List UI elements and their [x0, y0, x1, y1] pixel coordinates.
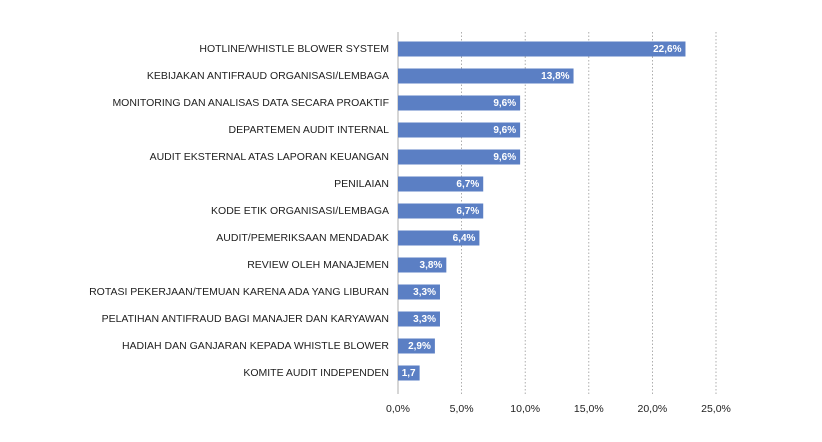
bar: [398, 257, 447, 273]
category-label: AUDIT EKSTERNAL ATAS LAPORAN KEUANGAN: [150, 151, 389, 163]
category-label: DEPARTEMEN AUDIT INTERNAL: [229, 124, 390, 136]
category-label: KODE ETIK ORGANISASI/LEMBAGA: [211, 205, 389, 217]
category-labels: HOTLINE/WHISTLE BLOWER SYSTEM KEBIJAKAN A…: [89, 43, 389, 379]
category-label: KEBIJAKAN ANTIFRAUD ORGANISASI/LEMBAGA: [147, 70, 389, 82]
data-label: 2,9%: [408, 341, 431, 352]
category-label: KOMITE AUDIT INDEPENDEN: [243, 367, 389, 379]
data-label: 9,6%: [493, 125, 516, 136]
data-label: 3,8%: [420, 260, 443, 271]
category-label: REVIEW OLEH MANAJEMEN: [247, 259, 389, 271]
category-label: AUDIT/PEMERIKSAAN MENDADAK: [216, 232, 389, 244]
bar: [398, 149, 521, 165]
data-label: 1,7: [402, 368, 416, 379]
data-label: 6,4%: [453, 233, 476, 244]
x-tick-label: 0,0%: [386, 403, 410, 415]
category-label: ROTASI PEKERJAAN/TEMUAN KARENA ADA YANG …: [89, 286, 389, 298]
data-label: 6,7%: [456, 179, 479, 190]
bar: [398, 338, 435, 354]
bar: [398, 230, 480, 246]
category-label: HADIAH DAN GANJARAN KEPADA WHISTLE BLOWE…: [122, 340, 389, 352]
bar: [398, 203, 484, 219]
x-tick-labels: 0,0% 5,0% 10,0% 15,0% 20,0% 25,0%: [386, 403, 731, 415]
x-tick-label: 20,0%: [638, 403, 668, 415]
bar: [398, 176, 484, 192]
category-label: HOTLINE/WHISTLE BLOWER SYSTEM: [199, 43, 389, 55]
data-label: 13,8%: [541, 71, 569, 82]
x-tick-label: 15,0%: [574, 403, 604, 415]
data-label: 3,3%: [413, 287, 436, 298]
bar: [398, 365, 420, 381]
bar: [398, 311, 440, 327]
category-label: PENILAIAN: [334, 178, 389, 190]
category-label: PELATIHAN ANTIFRAUD BAGI MANAJER DAN KAR…: [102, 313, 389, 325]
x-tick-label: 10,0%: [510, 403, 540, 415]
bar: [398, 95, 521, 111]
data-label: 3,3%: [413, 314, 436, 325]
bars-layer: [398, 41, 686, 381]
bar: [398, 284, 440, 300]
value-labels: 22,6% 13,8% 9,6% 9,6% 9,6% 6,7% 6,7% 6,4% 3,8% 3,…: [402, 44, 682, 379]
bar: [398, 41, 686, 57]
x-tick-label: 5,0%: [450, 403, 474, 415]
category-label: MONITORING DAN ANALISAS DATA SECARA PROA…: [112, 97, 389, 109]
bar: [398, 68, 574, 84]
data-label: 9,6%: [493, 152, 516, 163]
bar: [398, 122, 521, 138]
data-label: 22,6%: [653, 44, 681, 55]
data-label: 9,6%: [493, 98, 516, 109]
data-label: 6,7%: [456, 206, 479, 217]
grid-layer: [397, 32, 717, 394]
x-tick-label: 25,0%: [701, 403, 731, 415]
